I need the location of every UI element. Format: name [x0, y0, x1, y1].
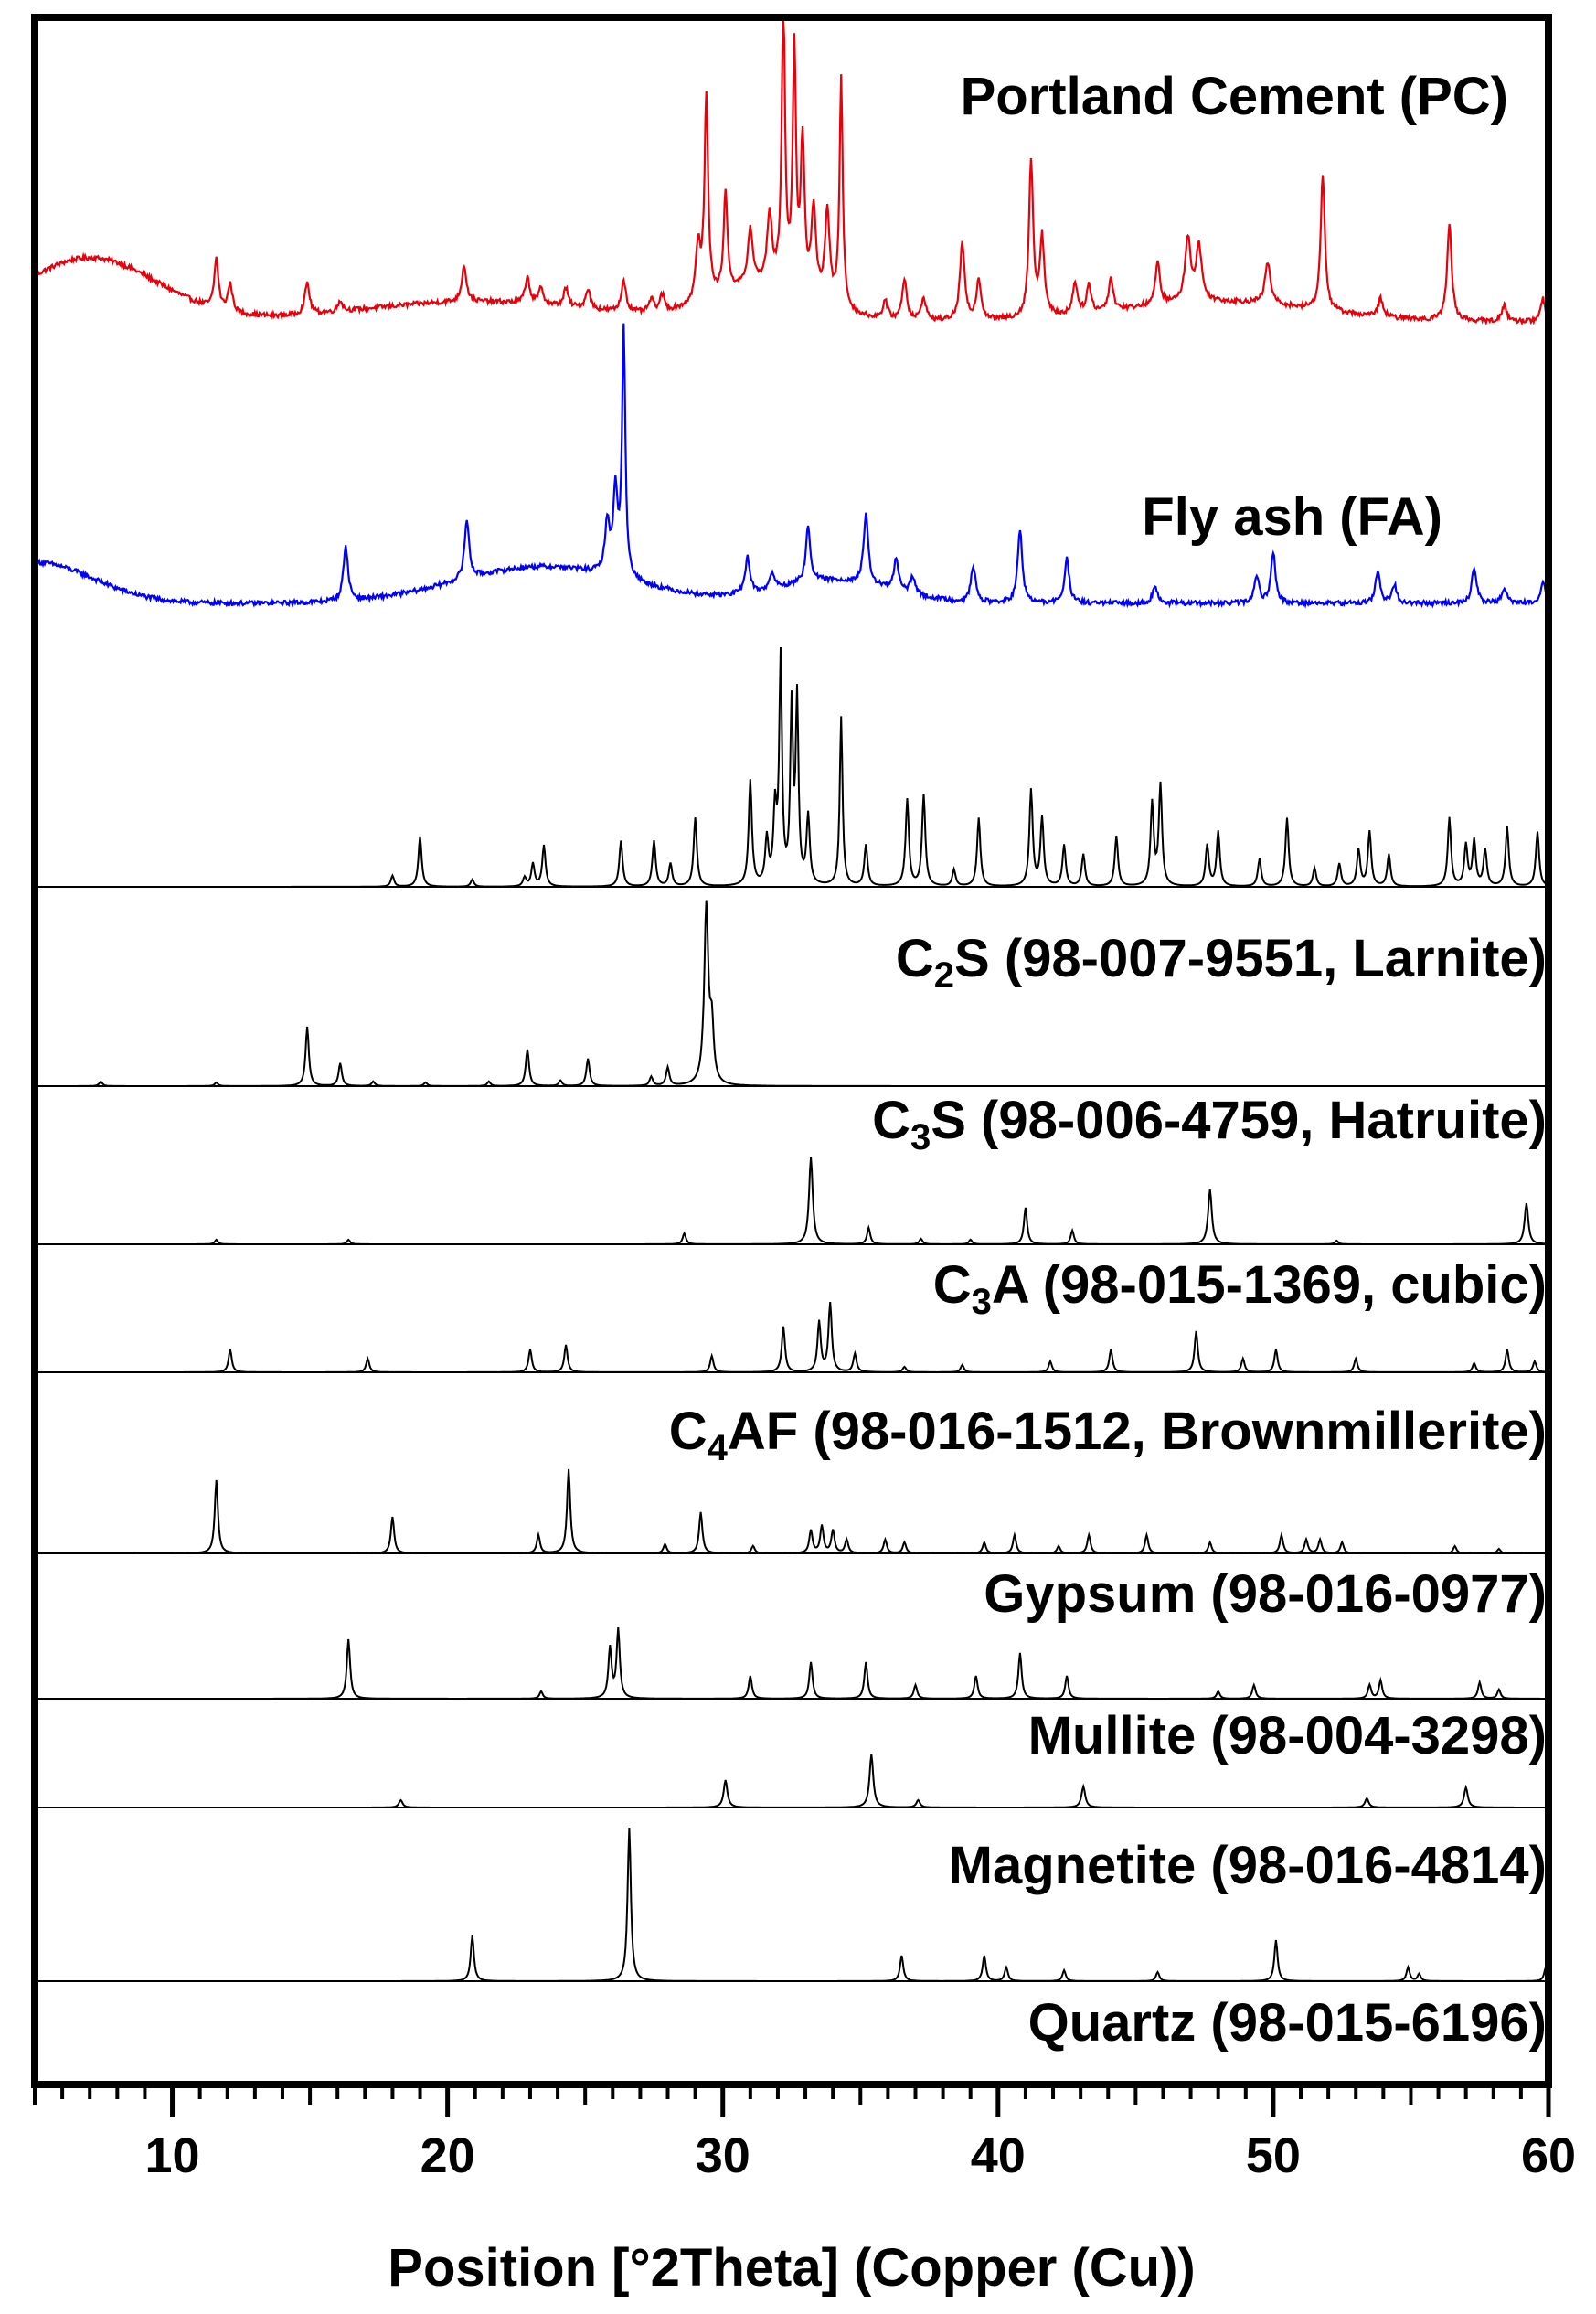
x-tick-label-50: 50: [1246, 2128, 1301, 2183]
x-tick-label-60: 60: [1521, 2128, 1576, 2183]
pattern-traces: [33, 20, 1549, 1982]
x-tick-label-30: 30: [696, 2128, 750, 2183]
plot-frame: [31, 14, 1552, 2088]
pattern-label-4: C3A (98-015-1369, cubic): [933, 1255, 1547, 1322]
pattern-label-5: C4AF (98-016-1512, Brownmillerite): [669, 1402, 1547, 1468]
pattern-label-6: Gypsum (98-016-0977): [984, 1564, 1547, 1624]
pattern-label-8: Magnetite (98-016-4814): [949, 1836, 1547, 1895]
pattern-label-1: Fly ash (FA): [1142, 487, 1442, 547]
trace-0: [34, 20, 1549, 326]
pattern-labels: Portland Cement (PC) Fly ash (FA) C2S (98-…: [669, 67, 1547, 2053]
pattern-label-7: Mullite (98-004-3298): [1028, 1706, 1547, 1765]
x-axis: 10 20 30 40 50 60: [33, 2085, 1576, 2183]
pattern-label-2: C2S (98-007-9551, Larnite): [896, 929, 1547, 996]
pattern-label-9: Quartz (98-015-6196): [1028, 1993, 1547, 2053]
x-tick-label-20: 20: [420, 2128, 475, 2183]
x-axis-title: Position [°2Theta] (Copper (Cu)): [388, 2238, 1195, 2298]
x-tick-label-10: 10: [145, 2128, 200, 2183]
x-tick-label-40: 40: [971, 2128, 1026, 2183]
pattern-label-0: Portland Cement (PC): [961, 67, 1508, 126]
trace-1: [33, 323, 1549, 609]
pattern-label-3: C3S (98-006-4759, Hatruite): [872, 1091, 1547, 1157]
